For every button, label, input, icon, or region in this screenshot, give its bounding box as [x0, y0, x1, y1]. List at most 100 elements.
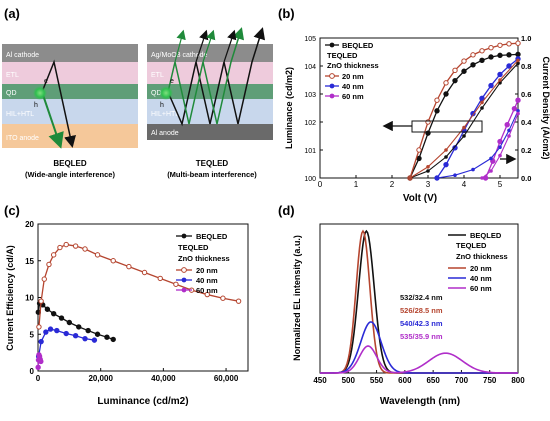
b-y2tick-label: 0.0	[521, 174, 531, 183]
b-luminance-point-20-nm	[425, 119, 431, 125]
c-legend-40nm: 40 nm	[196, 276, 218, 285]
tq-anode-label: Al anode	[151, 130, 179, 137]
b-current-point-40-nm	[471, 167, 475, 172]
c-point-beqled	[66, 319, 73, 326]
panel-label-a: (a)	[4, 6, 20, 21]
c-point-beqled	[58, 315, 65, 321]
c-point-20-nm	[63, 241, 69, 248]
c-point-beqled	[104, 334, 110, 340]
c-xlabel: Luminance (cd/m2)	[97, 396, 188, 407]
b-legend-beqled: BEQLED	[342, 41, 374, 50]
b-xtick-label: 0	[318, 180, 323, 189]
bq-electron-label: e	[44, 78, 48, 85]
b-xlabel: Volt (V)	[403, 193, 437, 204]
b-luminance-point-40-nm	[506, 63, 512, 69]
b-luminance-point-beqled	[461, 68, 467, 74]
b-current-line-20-nm	[409, 60, 519, 179]
tq-cathode-label: Ag/MoO3 cathode	[151, 52, 208, 59]
b-luminance-point-40-nm	[443, 161, 449, 168]
c-point-beqled	[44, 306, 51, 312]
b-luminance-point-20-nm	[470, 52, 476, 58]
tq-caption-sub: (Multi-beam interference)	[167, 170, 257, 179]
c-point-60-nm	[35, 364, 41, 371]
c-point-beqled	[76, 324, 82, 330]
bq-ray-direct	[41, 91, 64, 149]
tq-etl-label: ETL	[151, 72, 164, 79]
c-legend-20nm: 20 nm	[196, 266, 218, 275]
tq-ray-out-1	[195, 29, 209, 63]
d-legend-zno: ZnO thickness	[456, 252, 508, 261]
b-luminance-point-20-nm	[434, 97, 440, 103]
c-point-20-nm	[94, 252, 101, 258]
bq-etl-layer	[2, 62, 138, 84]
c-point-beqled	[85, 327, 91, 334]
b-y2tick-label: 0.8	[521, 62, 531, 71]
c-point-beqled	[110, 336, 116, 343]
b-y2tick-label: 1.0	[521, 34, 531, 43]
b-current-point-60-nm	[516, 111, 520, 116]
d-legend-40nm: 40 nm	[470, 274, 492, 283]
c-point-20-nm	[82, 246, 88, 252]
c-legend-beqled: BEQLED	[196, 232, 228, 241]
c-xtick-label: 60,000	[214, 374, 239, 383]
c-point-20-nm	[38, 298, 44, 304]
d-spectrum-40-nm	[319, 321, 518, 374]
d-ylabel: Normalized EL intensity (a.u.)	[292, 235, 302, 361]
c-legend-teqled: TEQLED	[178, 243, 209, 252]
b-luminance-line-40-nm	[436, 58, 519, 179]
b-xtick-label: 2	[390, 180, 395, 189]
b-y2label: Current Density (A/cm2)	[541, 56, 550, 159]
c-point-20-nm	[126, 263, 132, 270]
b-luminance-point-20-nm	[515, 40, 521, 46]
c-point-40-nm	[82, 335, 88, 342]
b-luminance-point-20-nm	[452, 67, 458, 74]
b-xtick-label: 1	[354, 180, 359, 189]
c-point-40-nm	[54, 327, 60, 334]
d-xtick-label: 700	[455, 376, 469, 385]
b-legend-20nm: 20 nm	[342, 72, 364, 81]
b-luminance-point-beqled	[470, 62, 476, 68]
d-spectrum-60-nm	[320, 345, 519, 374]
bq-ray-reflected	[41, 59, 76, 148]
b-legend-60nm: 60 nm	[342, 92, 364, 101]
b-ytick-label: 105	[304, 36, 316, 43]
c-plot-frame	[37, 223, 249, 372]
b-luminance-point-beqled	[443, 91, 449, 97]
c-point-20-nm	[36, 324, 42, 330]
c-point-40-nm	[43, 329, 49, 335]
b-legend-zno: ZnO thickness	[327, 61, 379, 70]
c-point-20-nm	[41, 276, 47, 282]
b-current-point-beqled	[480, 106, 484, 110]
tq-emitter-glow	[159, 86, 173, 100]
b-current-point-40-nm	[489, 156, 493, 161]
c-point-20-nm	[141, 269, 148, 276]
c-point-40-nm	[47, 326, 54, 332]
panel-label-c: (c)	[4, 203, 20, 218]
b-luminance-point-20-nm	[443, 80, 449, 86]
c-point-40-nm	[38, 338, 44, 345]
bq-hil-layer	[2, 99, 138, 124]
b-current-point-beqled	[426, 169, 430, 173]
c-point-20-nm	[72, 243, 79, 249]
d-xlabel: Wavelength (nm)	[380, 396, 460, 407]
tq-caption-title: TEQLED	[196, 159, 229, 168]
c-point-20-nm	[50, 252, 57, 258]
d-xtick-label: 750	[483, 376, 497, 385]
device-schematic: Al cathode ETL QD HIL+HTL ITO anode e h …	[2, 27, 273, 179]
c-ytick-label: 20	[25, 220, 34, 229]
c-legend-60nm: 60 nm	[196, 286, 218, 295]
b-luminance-point-40-nm	[479, 95, 485, 102]
tq-hil-layer	[147, 99, 273, 124]
b-luminance-point-beqled	[506, 52, 512, 58]
d-legend: BEQLED TEQLED ZnO thickness 20 nm 40 nm …	[448, 231, 508, 293]
bq-hole-label: h	[34, 102, 38, 109]
d-xtick-label: 500	[342, 376, 356, 385]
b-group-box	[411, 120, 483, 133]
b-current-point-20-nm	[498, 78, 502, 82]
b-luminance-point-beqled	[434, 108, 440, 114]
c-point-20-nm	[157, 275, 163, 282]
b-luminance-point-60-nm	[515, 97, 521, 103]
tq-ray-out-2	[223, 29, 237, 63]
b-luminance-point-20-nm	[488, 45, 494, 51]
b-current-point-60-nm	[507, 134, 511, 138]
